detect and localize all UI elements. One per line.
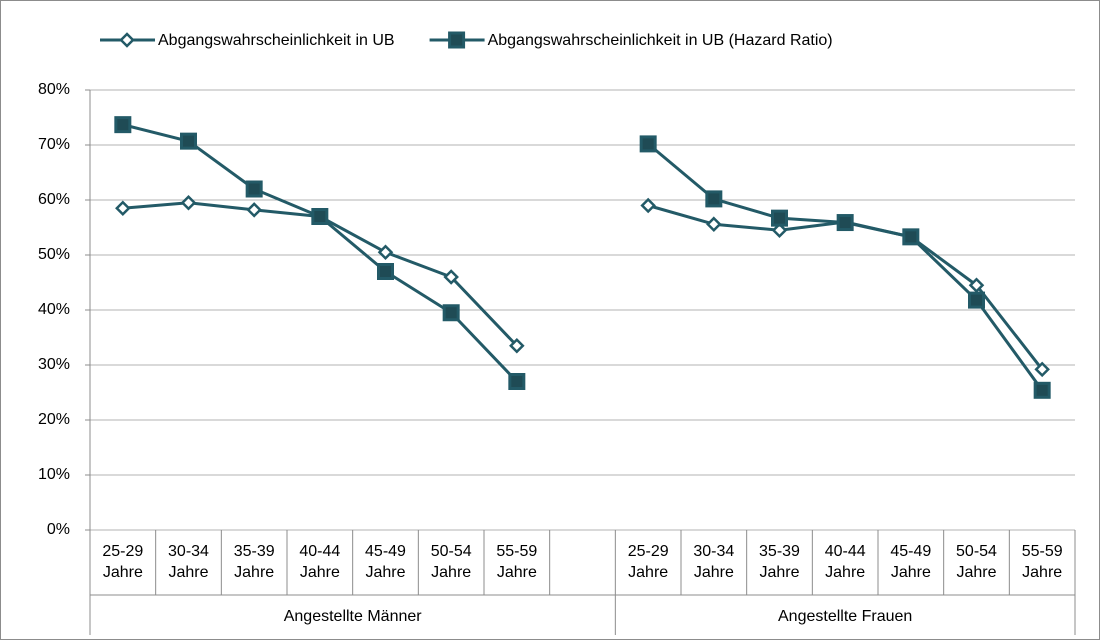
x-tick-label: 55-59 Jahre xyxy=(1021,543,1063,581)
x-tick-label: 35-39 Jahre xyxy=(759,543,800,581)
marker xyxy=(771,222,788,239)
marker xyxy=(443,269,459,285)
y-tick-label: 40% xyxy=(38,301,70,318)
marker xyxy=(968,277,985,294)
y-tick-label: 0% xyxy=(47,521,70,538)
x-tick-label: 25-29 Jahre xyxy=(627,543,669,581)
x-tick-label: 40-44 Jahre xyxy=(824,543,866,581)
marker xyxy=(705,190,723,208)
x-tick-label: 55-59 Jahre xyxy=(496,543,538,581)
marker xyxy=(180,194,197,211)
group-label: Angestellte Frauen xyxy=(778,608,912,625)
marker xyxy=(245,180,263,198)
legend-label: Abgangswahrscheinlichkeit in UB xyxy=(158,32,395,49)
marker xyxy=(640,197,656,214)
group-label: Angestellte Männer xyxy=(284,608,423,625)
x-tick-label: 45-49 Jahre xyxy=(890,543,932,581)
y-tick-label: 30% xyxy=(38,356,70,373)
marker xyxy=(377,244,394,261)
marker xyxy=(180,132,197,150)
marker xyxy=(771,209,788,227)
legend-label: Abgangswahrscheinlichkeit in UB (Hazard … xyxy=(488,32,833,49)
x-tick-label: 30-34 Jahre xyxy=(693,543,735,581)
marker xyxy=(1033,381,1051,399)
marker xyxy=(377,263,394,280)
y-tick-label: 60% xyxy=(38,191,70,208)
y-tick-label: 70% xyxy=(38,136,70,153)
x-tick-label: 50-54 Jahre xyxy=(430,543,472,581)
marker xyxy=(246,202,262,218)
y-tick-label: 80% xyxy=(38,81,70,98)
y-tick-label: 50% xyxy=(38,246,70,263)
marker xyxy=(508,373,526,390)
marker xyxy=(509,337,525,354)
x-tick-label: 35-39 Jahre xyxy=(233,543,275,581)
marker xyxy=(1034,361,1050,378)
marker xyxy=(706,216,722,232)
legend-marker xyxy=(119,32,135,48)
marker xyxy=(442,304,460,322)
x-tick-label: 40-44 Jahre xyxy=(299,543,341,581)
marker xyxy=(311,208,329,225)
marker xyxy=(968,291,985,309)
x-tick-label: 30-34 Jahre xyxy=(168,543,209,581)
legend-marker xyxy=(448,31,466,49)
y-tick-label: 10% xyxy=(38,466,70,483)
marker xyxy=(639,135,657,153)
y-tick-label: 20% xyxy=(38,411,70,428)
x-tick-label: 50-54 Jahre xyxy=(956,543,997,581)
x-tick-label: 25-29 Jahre xyxy=(102,543,144,581)
marker xyxy=(902,228,920,246)
marker xyxy=(836,214,854,232)
x-tick-label: 45-49 Jahre xyxy=(365,543,406,581)
marker xyxy=(114,116,132,134)
marker xyxy=(115,200,131,217)
